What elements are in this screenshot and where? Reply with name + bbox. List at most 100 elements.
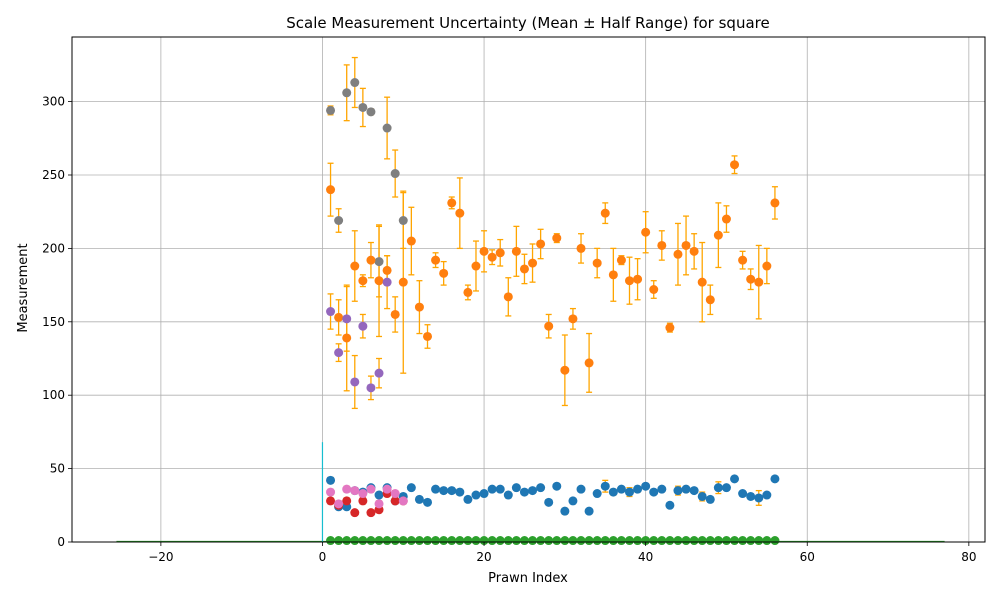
data-point [689, 246, 699, 256]
data-point [390, 309, 400, 319]
data-point [536, 483, 546, 493]
data-point [390, 536, 400, 546]
data-point [358, 496, 368, 506]
data-point [705, 536, 715, 546]
data-point [366, 484, 376, 494]
data-point [713, 483, 723, 493]
data-point [406, 483, 416, 493]
data-point [503, 536, 513, 546]
data-point [770, 536, 780, 546]
data-point [665, 536, 675, 546]
data-point [624, 276, 634, 286]
data-point [374, 536, 384, 546]
data-point [673, 536, 683, 546]
grid-lines [72, 37, 985, 543]
data-point [414, 494, 424, 504]
data-point [366, 255, 376, 265]
data-point [633, 484, 643, 494]
data-point [608, 270, 618, 280]
data-point [495, 248, 505, 258]
data-point [414, 302, 424, 312]
chart-title: Scale Measurement Uncertainty (Mean ± Ha… [286, 14, 769, 32]
data-point [423, 331, 433, 341]
data-point [649, 487, 659, 497]
data-point [390, 496, 400, 506]
data-point [584, 506, 594, 516]
data-point [447, 536, 457, 546]
data-point [390, 169, 400, 179]
data-point [374, 368, 384, 378]
data-point [633, 274, 643, 284]
data-point [471, 536, 481, 546]
data-point [657, 484, 667, 494]
data-point [463, 536, 473, 546]
data-point [350, 377, 360, 387]
data-point [334, 216, 344, 226]
data-point [544, 497, 554, 507]
x-tick-label: 40 [638, 550, 653, 564]
data-point [738, 489, 748, 499]
data-point [657, 240, 667, 250]
data-point [576, 536, 586, 546]
data-point [479, 246, 489, 256]
data-point [665, 323, 675, 333]
data-point [374, 490, 384, 500]
data-point [358, 102, 368, 112]
y-tick-label: 100 [42, 388, 65, 402]
data-point [560, 536, 570, 546]
data-point [366, 536, 376, 546]
data-point [754, 277, 764, 287]
data-point [552, 233, 562, 243]
data-point [374, 499, 384, 509]
y-tick-label: 250 [42, 168, 65, 182]
data-point [552, 536, 562, 546]
data-point [705, 494, 715, 504]
data-point [697, 277, 707, 287]
data-point [414, 536, 424, 546]
data-point [568, 314, 578, 324]
data-point [754, 493, 764, 503]
data-point [398, 536, 408, 546]
data-point [439, 536, 449, 546]
data-point [600, 208, 610, 218]
data-point [738, 536, 748, 546]
data-point [665, 500, 675, 510]
data-point [374, 276, 384, 286]
data-point [633, 536, 643, 546]
data-point [366, 383, 376, 393]
data-point [681, 536, 691, 546]
data-point [721, 536, 731, 546]
y-tick-label: 300 [42, 95, 65, 109]
y-tick-label: 50 [50, 462, 65, 476]
data-point [487, 484, 497, 494]
data-point [770, 198, 780, 208]
data-point [350, 486, 360, 496]
data-point [423, 497, 433, 507]
data-point [455, 487, 465, 497]
data-point [503, 292, 513, 302]
data-point [511, 483, 521, 493]
x-axis-ticks: −20 0 20 40 60 80 [148, 542, 976, 564]
data-point [624, 487, 634, 497]
data-point [519, 264, 529, 274]
data-point [608, 487, 618, 497]
data-point [560, 365, 570, 375]
data-point [350, 261, 360, 271]
data-point [721, 483, 731, 493]
data-point [334, 499, 344, 509]
data-point [528, 258, 538, 268]
data-point [431, 536, 441, 546]
data-point [746, 536, 756, 546]
data-point [592, 536, 602, 546]
data-point [528, 536, 538, 546]
y-tick-label: 200 [42, 241, 65, 255]
data-point [326, 475, 336, 485]
data-point [342, 536, 352, 546]
data-point [641, 227, 651, 237]
data-point [536, 239, 546, 249]
data-point [455, 208, 465, 218]
data-point [406, 236, 416, 246]
data-point [479, 536, 489, 546]
data-point [398, 496, 408, 506]
x-tick-label: 20 [476, 550, 491, 564]
